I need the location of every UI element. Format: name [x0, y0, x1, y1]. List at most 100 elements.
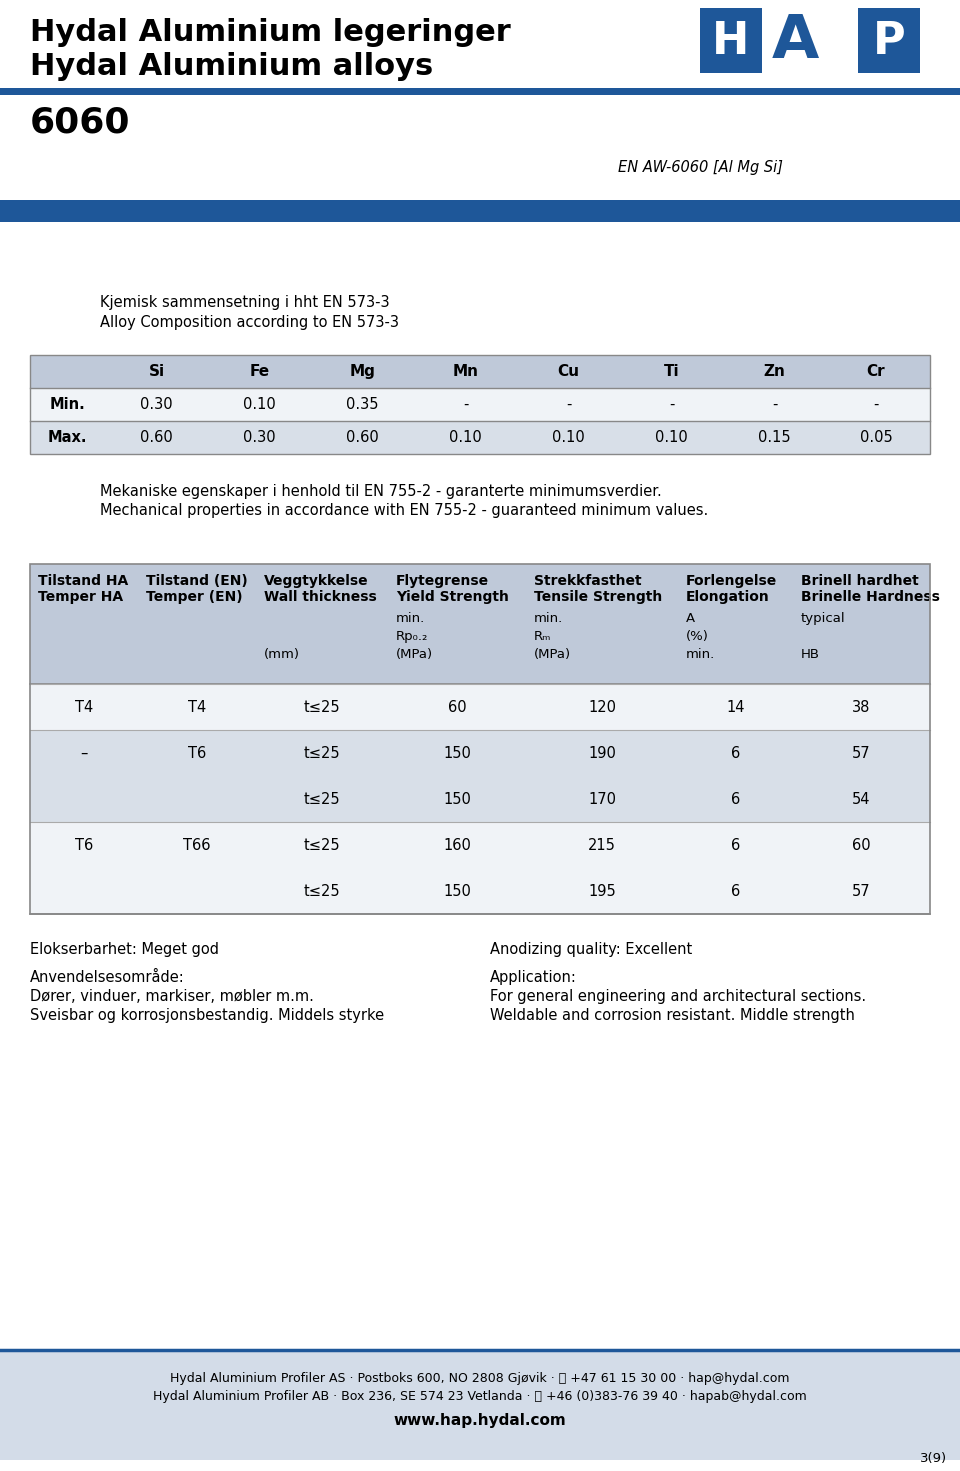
Bar — [30, 563, 930, 913]
Text: -: - — [463, 397, 468, 412]
Text: Temper HA: Temper HA — [38, 590, 123, 605]
Text: t≤25: t≤25 — [303, 700, 340, 715]
Text: Mechanical properties in accordance with EN 755-2 - guaranteed minimum values.: Mechanical properties in accordance with… — [100, 503, 708, 518]
Text: Tilstand (EN): Tilstand (EN) — [146, 574, 248, 588]
Text: 0.15: 0.15 — [758, 430, 791, 446]
Text: Hydal Aluminium alloys: Hydal Aluminium alloys — [30, 51, 433, 81]
Text: typical: typical — [801, 612, 846, 625]
Text: min.: min. — [396, 612, 425, 625]
Text: 0.30: 0.30 — [243, 430, 276, 446]
Text: Wall thickness: Wall thickness — [264, 590, 376, 605]
Text: 195: 195 — [588, 884, 616, 899]
Bar — [858, 7, 920, 74]
Text: Min.: Min. — [50, 397, 85, 412]
Text: HB: HB — [801, 649, 820, 660]
Bar — [30, 388, 930, 421]
Text: www.hap.hydal.com: www.hap.hydal.com — [394, 1414, 566, 1428]
Text: 6: 6 — [731, 791, 740, 806]
Text: –: – — [81, 746, 87, 761]
Bar — [30, 730, 930, 822]
Text: 57: 57 — [852, 746, 871, 761]
Text: Sveisbar og korrosjonsbestandig. Middels styrke: Sveisbar og korrosjonsbestandig. Middels… — [30, 1008, 384, 1022]
Text: Anvendelsesområde:: Anvendelsesområde: — [30, 969, 184, 986]
Text: Rp₀.₂: Rp₀.₂ — [396, 630, 428, 643]
Text: Dører, vinduer, markiser, møbler m.m.: Dører, vinduer, markiser, møbler m.m. — [30, 989, 314, 1005]
Text: T4: T4 — [188, 700, 206, 715]
Text: Mn: Mn — [452, 363, 478, 380]
Text: Elokserbarhet: Meget god: Elokserbarhet: Meget god — [30, 941, 219, 958]
Text: T6: T6 — [75, 837, 93, 853]
Text: 6: 6 — [731, 884, 740, 899]
Text: 60: 60 — [852, 837, 871, 853]
Text: Si: Si — [149, 363, 164, 380]
Text: Anodizing quality: Excellent: Anodizing quality: Excellent — [490, 941, 692, 958]
Text: Temper (EN): Temper (EN) — [146, 590, 243, 605]
Text: Forlengelse: Forlengelse — [686, 574, 778, 588]
Text: Hydal Aluminium legeringer: Hydal Aluminium legeringer — [30, 18, 511, 47]
Text: Elongation: Elongation — [686, 590, 770, 605]
Text: -: - — [874, 397, 878, 412]
Text: 150: 150 — [444, 791, 471, 806]
Bar — [0, 200, 960, 222]
Bar — [30, 822, 930, 913]
Text: 60: 60 — [447, 700, 467, 715]
Text: 150: 150 — [444, 746, 471, 761]
Text: 0.10: 0.10 — [655, 430, 688, 446]
Text: t≤25: t≤25 — [303, 837, 340, 853]
Text: Brinelle Hardness: Brinelle Hardness — [801, 590, 940, 605]
Text: Zn: Zn — [763, 363, 785, 380]
Text: 0.10: 0.10 — [449, 430, 482, 446]
Text: Veggtykkelse: Veggtykkelse — [264, 574, 369, 588]
Text: 150: 150 — [444, 884, 471, 899]
Text: Mekaniske egenskaper i henhold til EN 755-2 - garanterte minimumsverdier.: Mekaniske egenskaper i henhold til EN 75… — [100, 484, 661, 499]
Text: Cr: Cr — [867, 363, 885, 380]
Text: 120: 120 — [588, 700, 616, 715]
Bar — [0, 88, 960, 96]
Text: 170: 170 — [588, 791, 616, 806]
Text: A: A — [772, 12, 819, 71]
Text: 0.05: 0.05 — [859, 430, 893, 446]
Text: (MPa): (MPa) — [396, 649, 433, 660]
Text: 160: 160 — [444, 837, 471, 853]
Bar — [700, 7, 762, 74]
Text: 6: 6 — [731, 837, 740, 853]
Text: -: - — [669, 397, 674, 412]
Text: Kjemisk sammensetning i hht EN 573-3: Kjemisk sammensetning i hht EN 573-3 — [100, 296, 390, 310]
Text: Hydal Aluminium Profiler AS · Postboks 600, NO 2808 Gjøvik · Ⓢ +47 61 15 30 00 ·: Hydal Aluminium Profiler AS · Postboks 6… — [170, 1372, 790, 1386]
Text: T66: T66 — [183, 837, 211, 853]
Text: (mm): (mm) — [264, 649, 300, 660]
Text: 0.10: 0.10 — [552, 430, 585, 446]
Text: P: P — [873, 19, 905, 62]
Text: 0.60: 0.60 — [140, 430, 173, 446]
Text: Hydal Aluminium Profiler AB · Box 236, SE 574 23 Vetlanda · Ⓢ +46 (0)383-76 39 4: Hydal Aluminium Profiler AB · Box 236, S… — [154, 1390, 806, 1403]
Text: Tensile Strength: Tensile Strength — [534, 590, 662, 605]
Bar — [30, 355, 930, 388]
Text: Strekkfasthet: Strekkfasthet — [534, 574, 641, 588]
Text: T4: T4 — [75, 700, 93, 715]
Text: Application:: Application: — [490, 969, 577, 986]
Text: t≤25: t≤25 — [303, 791, 340, 806]
Bar — [0, 1350, 960, 1461]
Text: min.: min. — [534, 612, 564, 625]
Text: Weldable and corrosion resistant. Middle strength: Weldable and corrosion resistant. Middle… — [490, 1008, 854, 1022]
Text: min.: min. — [686, 649, 715, 660]
Text: 57: 57 — [852, 884, 871, 899]
Text: 0.30: 0.30 — [140, 397, 173, 412]
Text: 54: 54 — [852, 791, 871, 806]
Text: 6: 6 — [731, 746, 740, 761]
Text: Tilstand HA: Tilstand HA — [38, 574, 129, 588]
Text: -: - — [565, 397, 571, 412]
Text: 0.60: 0.60 — [347, 430, 379, 446]
Text: 215: 215 — [588, 837, 616, 853]
Text: t≤25: t≤25 — [303, 746, 340, 761]
Text: For general engineering and architectural sections.: For general engineering and architectura… — [490, 989, 866, 1005]
Bar — [30, 421, 930, 455]
Text: T6: T6 — [188, 746, 206, 761]
Text: Max.: Max. — [48, 430, 87, 446]
Text: Yield Strength: Yield Strength — [396, 590, 509, 605]
Text: Flytegrense: Flytegrense — [396, 574, 490, 588]
Text: -: - — [772, 397, 778, 412]
Text: A: A — [686, 612, 695, 625]
Bar — [30, 355, 930, 455]
Text: 3(9): 3(9) — [920, 1452, 948, 1465]
